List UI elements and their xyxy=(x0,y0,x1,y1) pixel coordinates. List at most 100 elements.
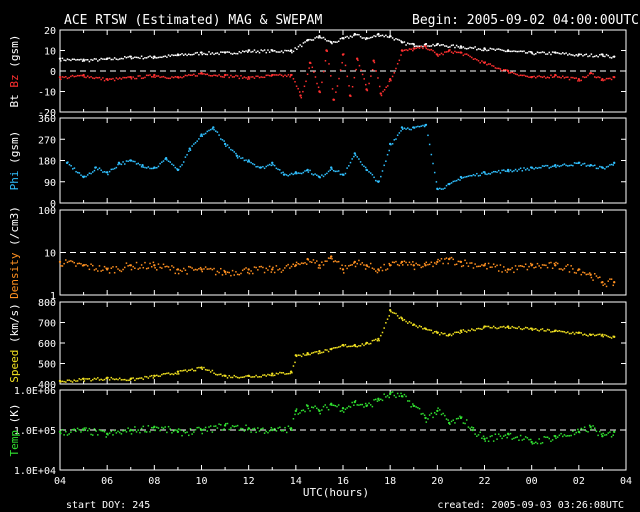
data-dot xyxy=(400,130,402,132)
data-dot xyxy=(297,87,299,90)
data-dot xyxy=(489,173,492,175)
data-dot xyxy=(98,265,101,267)
data-dot xyxy=(182,430,185,433)
data-dot xyxy=(604,334,606,336)
data-dot xyxy=(255,374,257,377)
data-dot xyxy=(162,75,165,78)
data-dot xyxy=(484,48,486,51)
data-dot xyxy=(523,167,525,169)
data-dot xyxy=(479,61,481,64)
data-dot xyxy=(145,167,148,169)
data-dot xyxy=(593,55,596,58)
data-dot xyxy=(152,76,155,78)
data-dot xyxy=(317,175,320,177)
data-dot xyxy=(428,329,431,331)
data-dot xyxy=(588,55,591,57)
data-dot xyxy=(97,60,99,62)
data-dot xyxy=(388,396,390,399)
data-dot xyxy=(176,373,178,375)
data-dot xyxy=(482,171,485,173)
data-dot xyxy=(553,262,556,265)
data-dot xyxy=(253,427,256,430)
data-dot xyxy=(388,149,390,152)
data-dot xyxy=(469,174,471,177)
x-axis-label: UTC(hours) xyxy=(303,486,369,499)
data-dot xyxy=(164,158,166,160)
data-point xyxy=(459,329,463,332)
data-dot xyxy=(445,257,448,259)
data-dot xyxy=(499,264,502,266)
data-dot xyxy=(191,433,193,435)
data-dot xyxy=(214,373,217,376)
data-dot xyxy=(543,75,545,78)
data-dot xyxy=(287,175,289,177)
data-dot xyxy=(122,268,124,271)
data-point xyxy=(377,337,380,341)
x-tick-label: 00 xyxy=(526,476,538,487)
data-dot xyxy=(400,54,402,56)
begin-time: Begin: 2005-09-02 04:00:00UTC xyxy=(412,13,639,28)
data-dot xyxy=(366,169,369,172)
data-dot xyxy=(462,54,465,57)
data-dot xyxy=(149,262,151,265)
data-dot xyxy=(134,160,136,163)
data-dot xyxy=(487,49,490,52)
data-dot xyxy=(181,434,183,437)
data-point xyxy=(436,260,439,264)
data-dot xyxy=(422,47,424,50)
data-dot xyxy=(550,261,552,264)
data-dot xyxy=(255,431,257,434)
data-point xyxy=(153,73,156,77)
data-dot xyxy=(307,259,310,261)
y-tick-label: 270 xyxy=(38,135,56,146)
data-dot xyxy=(452,419,454,421)
data-dot xyxy=(122,57,124,60)
data-point xyxy=(200,268,203,271)
data-dot xyxy=(120,270,123,273)
data-dot xyxy=(263,167,266,170)
data-dot xyxy=(66,434,69,436)
data-dot xyxy=(316,351,318,353)
data-dot xyxy=(214,425,217,427)
data-dot xyxy=(95,268,97,270)
data-dot xyxy=(319,267,321,269)
data-dot xyxy=(492,170,495,173)
data-dot xyxy=(332,347,335,349)
data-dot xyxy=(556,262,559,265)
data-point xyxy=(318,264,321,267)
data-dot xyxy=(93,58,96,60)
data-dot xyxy=(504,434,507,436)
data-dot xyxy=(504,50,507,53)
data-dot xyxy=(403,260,406,263)
data-dot xyxy=(137,56,139,59)
data-dot xyxy=(95,76,97,79)
data-dot xyxy=(418,45,421,47)
data-dot xyxy=(439,333,441,336)
data-dot xyxy=(273,374,276,377)
data-dot xyxy=(509,169,512,171)
data-dot xyxy=(83,380,86,382)
data-dot xyxy=(580,79,583,82)
data-dot xyxy=(373,399,375,401)
data-dot xyxy=(253,266,256,268)
data-dot xyxy=(157,427,160,429)
data-dot xyxy=(396,263,399,266)
data-dot xyxy=(386,153,389,156)
data-dot xyxy=(593,76,596,78)
data-dot xyxy=(295,172,298,175)
data-dot xyxy=(284,267,286,269)
data-dot xyxy=(60,60,62,62)
data-dot xyxy=(575,54,577,56)
data-dot xyxy=(354,33,357,36)
data-dot xyxy=(102,430,104,432)
data-dot xyxy=(567,54,569,56)
data-dot xyxy=(359,161,362,163)
data-dot xyxy=(125,160,128,162)
y-tick-label: 1.0E+06 xyxy=(14,386,56,397)
data-dot xyxy=(238,429,241,431)
data-dot xyxy=(198,426,200,429)
data-dot xyxy=(223,374,225,377)
data-point xyxy=(271,372,274,375)
data-dot xyxy=(258,76,261,79)
data-dot xyxy=(220,51,222,53)
